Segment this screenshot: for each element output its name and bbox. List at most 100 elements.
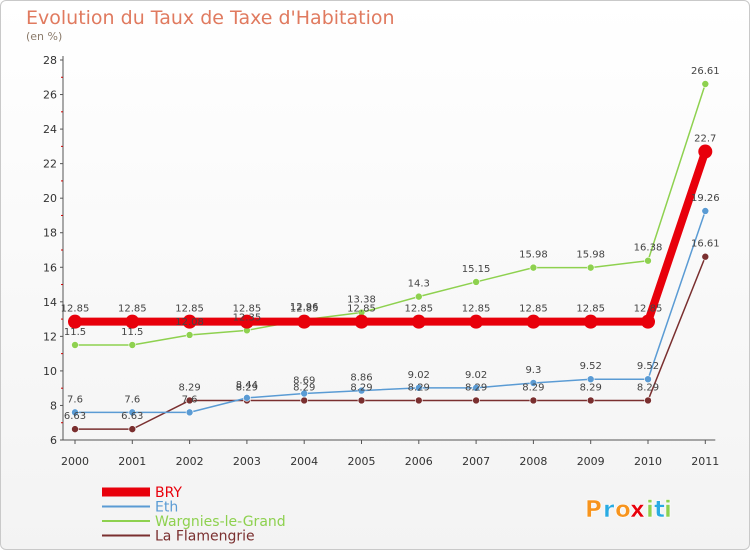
data-label: 12.85 [462, 304, 491, 315]
data-point [239, 314, 254, 329]
data-point [128, 408, 137, 417]
data-label: 16.38 [634, 243, 663, 254]
data-point [586, 396, 595, 405]
data-label: 8.29 [293, 382, 315, 393]
series-la-flamengrie [71, 252, 710, 433]
data-labels-layer: 12.85 12.85 12.85 12.85 12.85 12.85 12.85 12.85… [61, 66, 720, 422]
data-label: 12.85 [634, 304, 663, 315]
data-point [357, 386, 366, 395]
data-label: 12.85 [519, 304, 548, 315]
y-tick-label: 14 [43, 296, 57, 309]
data-label: 8.69 [293, 376, 315, 387]
data-point [128, 341, 137, 349]
series-wargnies-le-grand [71, 80, 710, 349]
series-layer [68, 80, 713, 433]
x-tick-label: 2006 [405, 455, 433, 468]
data-label: 12.08 [175, 317, 204, 328]
data-label: 9.3 [525, 365, 541, 376]
data-label: 6.63 [121, 411, 143, 422]
series-line [75, 210, 707, 414]
y-tick-label: 16 [43, 261, 57, 274]
data-point [414, 384, 423, 392]
data-point [68, 314, 82, 329]
logo-letter: r [603, 497, 615, 523]
data-label: 12.96 [290, 302, 319, 313]
data-point [71, 408, 79, 417]
data-point [529, 396, 538, 405]
data-label: 12.85 [118, 304, 147, 315]
chart-subtitle: (en %) [26, 30, 62, 43]
data-point [297, 314, 312, 329]
data-point [469, 314, 484, 329]
data-label: 8.86 [350, 373, 372, 384]
data-point [300, 396, 309, 405]
data-label: 12.35 [233, 312, 262, 323]
data-label: 14.3 [408, 279, 430, 290]
data-label: 8.29 [350, 382, 372, 393]
data-point [185, 331, 194, 339]
data-point [243, 394, 251, 402]
y-tick-label: 22 [43, 158, 57, 171]
data-label: 8.29 [522, 382, 544, 393]
logo-letter: i [664, 497, 672, 523]
data-point [414, 292, 423, 301]
data-point [644, 375, 652, 384]
data-label: 8.29 [580, 382, 602, 393]
data-label: 8.29 [408, 382, 430, 393]
data-label: 13.38 [347, 295, 376, 306]
data-point [472, 384, 480, 392]
data-point [529, 379, 538, 387]
data-label: 19.26 [691, 193, 720, 204]
x-tick-label: 2010 [634, 455, 662, 468]
data-point [472, 278, 480, 286]
y-tick-label: 28 [43, 54, 57, 67]
x-tick-label: 2001 [118, 455, 146, 468]
data-point [583, 314, 598, 329]
x-tick-label: 2000 [61, 455, 89, 468]
data-point [701, 252, 710, 261]
x-tick-label: 2003 [233, 455, 261, 468]
series-line [75, 150, 710, 326]
data-label: 9.02 [408, 370, 430, 381]
data-point [644, 256, 652, 265]
x-tick-label: 2005 [348, 455, 376, 468]
x-tick-label: 2011 [691, 455, 719, 468]
legend-label: La Flamengrie [155, 529, 255, 545]
data-point [354, 314, 369, 329]
data-label: 8.29 [178, 382, 200, 393]
series-line [75, 256, 706, 430]
data-label: 8.44 [236, 380, 258, 391]
x-tick-label: 2007 [462, 455, 490, 468]
data-point [526, 314, 541, 329]
series-eth [71, 207, 710, 417]
data-label: 8.29 [236, 382, 258, 393]
y-tick-label: 12 [43, 330, 57, 343]
logo-letter: x [630, 497, 645, 523]
data-label: 11.5 [64, 327, 86, 338]
y-tick-label: 26 [43, 89, 57, 102]
data-label: 7.6 [67, 394, 83, 405]
data-label: 7.6 [182, 394, 198, 405]
legend-label: Wargnies-le-Grand [155, 514, 286, 530]
data-label: 9.52 [637, 361, 659, 372]
data-point [182, 314, 197, 329]
data-point [586, 263, 595, 272]
data-label: 16.61 [691, 239, 720, 250]
data-label: 9.02 [465, 370, 487, 381]
y-tick-label: 6 [50, 434, 57, 447]
data-point [128, 425, 137, 433]
data-label: 8.29 [465, 382, 487, 393]
data-label: 6.63 [64, 411, 86, 422]
legend-label: Eth [155, 500, 178, 516]
data-point [698, 144, 713, 159]
data-label: 7.6 [124, 394, 140, 405]
data-point [185, 396, 194, 405]
data-label: 22.7 [694, 134, 716, 145]
data-label: 11.5 [121, 327, 143, 338]
data-label: 12.85 [347, 304, 376, 315]
data-label: 26.61 [691, 66, 720, 77]
